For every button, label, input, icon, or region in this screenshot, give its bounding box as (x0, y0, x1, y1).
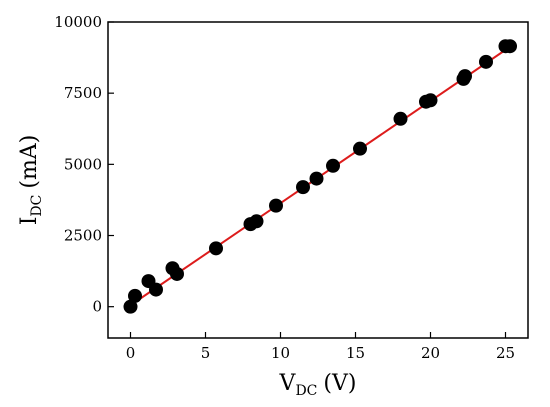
x-axis-label-subscript: DC (295, 383, 317, 399)
ticks-layer: 0 5 10 15 20 25 0 2500 5000 7500 10000 (54, 13, 515, 362)
y-axis-label: IDC (mA) (17, 135, 45, 226)
data-point (326, 158, 340, 173)
data-point (123, 299, 138, 314)
data-points (123, 39, 517, 314)
y-tick-label: 10000 (54, 13, 102, 31)
data-point (479, 54, 493, 69)
data-point (296, 180, 310, 195)
y-axis-label-subscript: DC (29, 195, 45, 217)
x-tick-label: 0 (126, 344, 136, 362)
data-point (128, 288, 142, 303)
y-tick-label: 0 (92, 298, 102, 316)
data-point (393, 111, 408, 126)
x-tick-label: 10 (271, 344, 290, 362)
x-tick-label: 25 (496, 344, 515, 362)
plot-frame (107, 21, 529, 339)
x-axis-label-main: V (279, 371, 297, 396)
y-axis-label-main: I (17, 217, 42, 226)
y-tick-label: 5000 (64, 155, 102, 173)
y-tick-label: 2500 (64, 227, 102, 245)
data-point (423, 93, 438, 108)
data-point (209, 241, 223, 256)
x-tick-label: 15 (346, 344, 365, 362)
data-point (353, 141, 367, 156)
data-point (170, 266, 184, 281)
y-axis-label-unit: (mA) (17, 135, 42, 189)
x-tick-label: 20 (421, 344, 440, 362)
data-point (249, 214, 264, 229)
data-point (503, 39, 517, 54)
data-point (269, 198, 283, 213)
data-point (458, 69, 472, 84)
x-tick-label: 5 (201, 344, 211, 362)
x-axis-label-unit: (V) (323, 371, 356, 396)
x-axis-label: VDC (V) (279, 371, 357, 399)
y-tick-label: 7500 (64, 84, 102, 102)
data-point (149, 282, 163, 297)
data-point (309, 171, 324, 186)
